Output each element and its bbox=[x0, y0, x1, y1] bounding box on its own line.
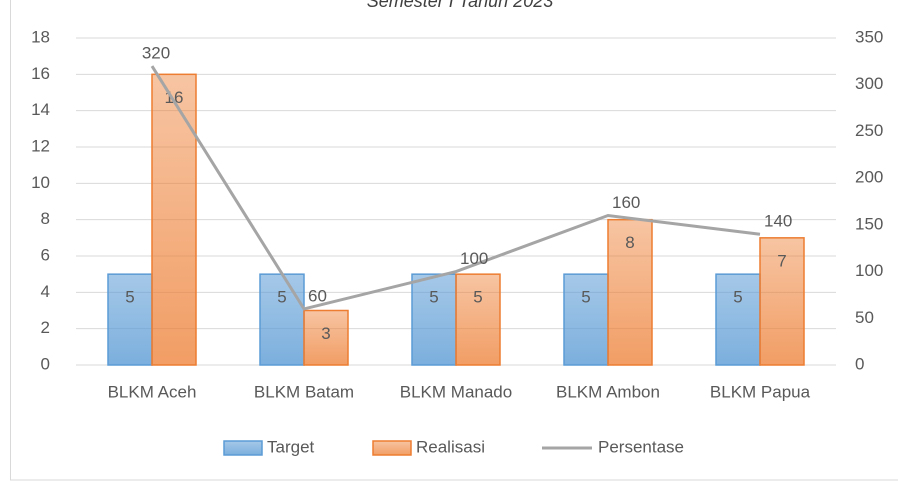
data-label: 3 bbox=[321, 324, 330, 343]
bar bbox=[303, 309, 349, 366]
y2-tick-label: 300 bbox=[855, 74, 883, 93]
y2-tick-label: 150 bbox=[855, 214, 883, 233]
chart-title: Semester I Tahun 2023 bbox=[367, 0, 553, 11]
bar bbox=[107, 273, 153, 366]
bar bbox=[607, 218, 653, 366]
y-tick-label: 14 bbox=[31, 100, 50, 119]
data-label: 5 bbox=[125, 288, 134, 307]
y-tick-label: 2 bbox=[41, 318, 50, 337]
bar bbox=[259, 273, 305, 366]
data-label: 5 bbox=[733, 288, 742, 307]
legend-label: Target bbox=[267, 437, 315, 456]
bar bbox=[151, 73, 197, 366]
data-label: 7 bbox=[777, 251, 786, 270]
chart-border bbox=[10, 0, 898, 481]
bar bbox=[563, 273, 609, 366]
legend-label: Persentase bbox=[598, 437, 684, 456]
bar bbox=[455, 273, 501, 366]
data-label: 140 bbox=[764, 212, 792, 231]
y-tick-label: 10 bbox=[31, 173, 50, 192]
x-tick-label: BLKM Batam bbox=[254, 382, 354, 401]
y-tick-label: 4 bbox=[41, 282, 50, 301]
y-tick-label: 6 bbox=[41, 245, 50, 264]
data-label: 5 bbox=[429, 288, 438, 307]
x-tick-label: BLKM Papua bbox=[710, 382, 811, 401]
x-tick-label: BLKM Ambon bbox=[556, 382, 660, 401]
line bbox=[150, 65, 761, 311]
legend-label: Realisasi bbox=[416, 437, 485, 456]
y2-tick-label: 250 bbox=[855, 121, 883, 140]
data-label: 5 bbox=[473, 288, 482, 307]
data-label: 5 bbox=[277, 288, 286, 307]
data-label: 160 bbox=[612, 193, 640, 212]
y2-tick-label: 350 bbox=[855, 27, 883, 46]
legend-swatch bbox=[372, 440, 412, 456]
y-tick-label: 12 bbox=[31, 136, 50, 155]
x-tick-label: BLKM Manado bbox=[400, 382, 512, 401]
y-tick-label: 18 bbox=[31, 27, 50, 46]
legend-swatch bbox=[223, 440, 263, 456]
data-label: 8 bbox=[625, 233, 634, 252]
y2-tick-label: 0 bbox=[855, 354, 864, 373]
y-tick-label: 0 bbox=[41, 354, 50, 373]
data-label: 60 bbox=[308, 286, 327, 305]
x-tick-label: BLKM Aceh bbox=[108, 382, 197, 401]
data-label: 320 bbox=[142, 44, 170, 63]
bar bbox=[759, 237, 805, 366]
data-label: 5 bbox=[581, 288, 590, 307]
y-tick-label: 16 bbox=[31, 64, 50, 83]
data-label: 100 bbox=[460, 249, 488, 268]
bar bbox=[715, 273, 761, 366]
y2-tick-label: 50 bbox=[855, 308, 874, 327]
y2-tick-label: 100 bbox=[855, 261, 883, 280]
y-tick-label: 8 bbox=[41, 209, 50, 228]
y2-tick-label: 200 bbox=[855, 168, 883, 187]
